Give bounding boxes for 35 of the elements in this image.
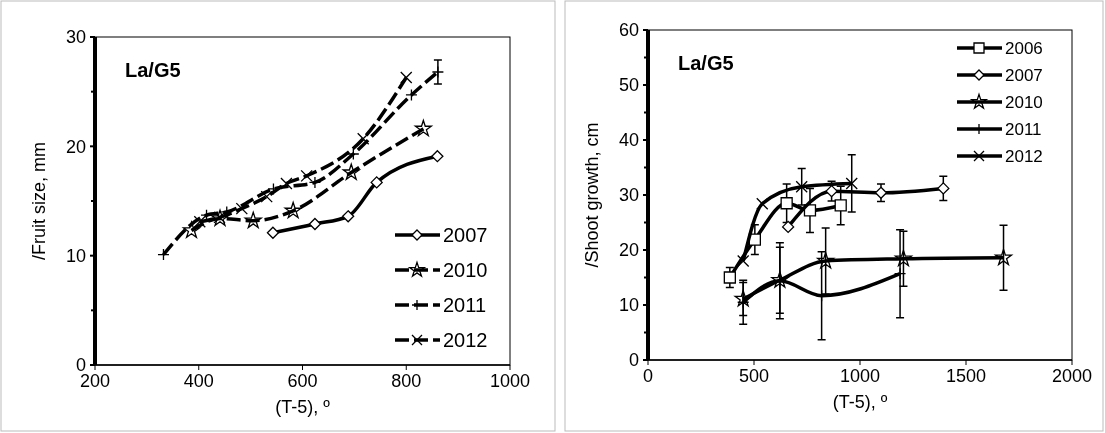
x-tick-label: 500 [738, 366, 770, 386]
x-tick-label: 1500 [945, 366, 987, 386]
legend-label: 2011 [443, 294, 487, 316]
y-tick-label: 20 [618, 240, 639, 261]
y-tick-label: 50 [618, 75, 639, 96]
y-tick-label: 30 [65, 27, 86, 48]
y-tick-label: 10 [65, 245, 86, 266]
legend-label: 2007 [1005, 65, 1043, 85]
annotation: La/G5 [125, 59, 181, 81]
legend-label: 2011 [1005, 119, 1042, 139]
legend-label: 2012 [443, 329, 488, 351]
x-axis-title: (T-5), º [275, 397, 331, 417]
legend-label: 2007 [443, 224, 488, 246]
y-tick-label: 20 [65, 136, 86, 157]
legend-label: 2006 [1005, 38, 1043, 58]
x-tick-label: 400 [183, 371, 214, 391]
legend-label: 2012 [1005, 146, 1043, 166]
y-tick-label: 30 [618, 185, 639, 206]
x-tick-label: 600 [287, 371, 318, 391]
x-tick-label: 200 [79, 371, 111, 391]
x-tick-label: 0 [642, 366, 654, 386]
x-tick-label: 800 [391, 371, 422, 391]
y-tick-label: 60 [618, 20, 639, 41]
x-tick-label: 1000 [489, 371, 531, 391]
y-tick-label: 40 [618, 130, 639, 151]
legend-label: 2010 [443, 259, 488, 281]
y-axis-title: /Fruit size, mm [29, 141, 49, 261]
y-axis-title: /Shoot growth, cm [582, 122, 602, 268]
x-axis-title: (T-5), º [832, 392, 888, 412]
y-tick-label: 10 [618, 295, 639, 316]
legend-label: 2010 [1005, 92, 1043, 112]
x-tick-label: 1000 [839, 366, 881, 386]
annotation: La/G5 [678, 52, 734, 74]
x-tick-label: 2000 [1051, 366, 1093, 386]
y-tick-label: 0 [628, 350, 639, 371]
